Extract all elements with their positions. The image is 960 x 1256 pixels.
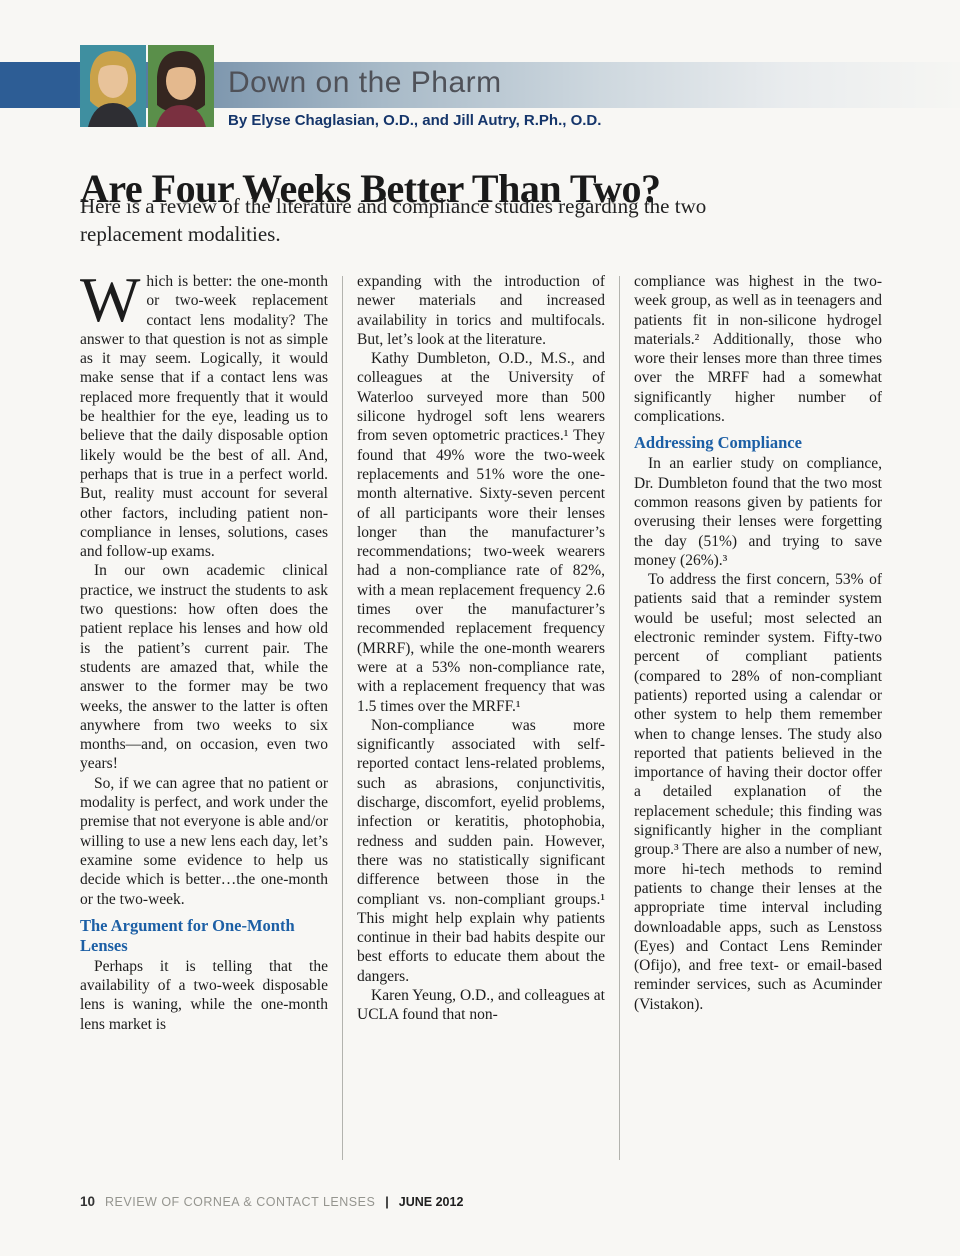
issue-date: JUNE 2012 <box>398 1195 464 1209</box>
article-paragraph: expanding with the introduction of newer… <box>357 273 605 348</box>
article-paragraph: Kathy Dumbleton, O.D., M.S., and colleag… <box>357 350 605 715</box>
footer-separator: | <box>385 1195 389 1209</box>
article-deck: Here is a review of the literature and c… <box>80 194 707 246</box>
section-heading: Addressing Compliance <box>634 433 802 453</box>
article-paragraph: Perhaps it is telling that the availabil… <box>80 957 328 1033</box>
drop-cap: W <box>80 272 141 335</box>
author-photo-2 <box>148 45 214 127</box>
column-rule-1 <box>342 276 343 1160</box>
body-column-2: expanding with the introduction of newer… <box>357 272 605 1160</box>
article-paragraph: compliance was highest in the two-week g… <box>634 273 882 426</box>
section-heading: The Argument for One-Month Lenses <box>80 915 295 955</box>
article-title: Are Four Weeks Better Than Two? <box>80 165 661 211</box>
body-column-3: compliance was highest in the two-week g… <box>634 272 882 1160</box>
page-footer: 10 REVIEW OF CORNEA & CONTACT LENSES | J… <box>80 1194 463 1209</box>
article-paragraph: In an earlier study on compliance, Dr. D… <box>634 455 882 569</box>
article-paragraph: To address the first concern, 53% of pat… <box>634 571 882 1013</box>
author-photos <box>80 45 214 127</box>
journal-name: REVIEW OF CORNEA & CONTACT LENSES <box>105 1195 376 1209</box>
page-number: 10 <box>80 1194 96 1209</box>
article-paragraph: Non-compliance was more significantly as… <box>357 716 605 985</box>
article-paragraph: So, if we can agree that no patient or m… <box>80 774 328 908</box>
byline: By Elyse Chaglasian, O.D., and Jill Autr… <box>228 112 602 129</box>
author-photo-1 <box>80 45 146 127</box>
column-title: Down on the Pharm <box>228 66 502 99</box>
article-paragraph: Karen Yeung, O.D., and colleagues at UCL… <box>357 986 605 1024</box>
column-rule-2 <box>619 276 620 1160</box>
article-paragraph: In our own academic clinical practice, w… <box>80 562 328 773</box>
